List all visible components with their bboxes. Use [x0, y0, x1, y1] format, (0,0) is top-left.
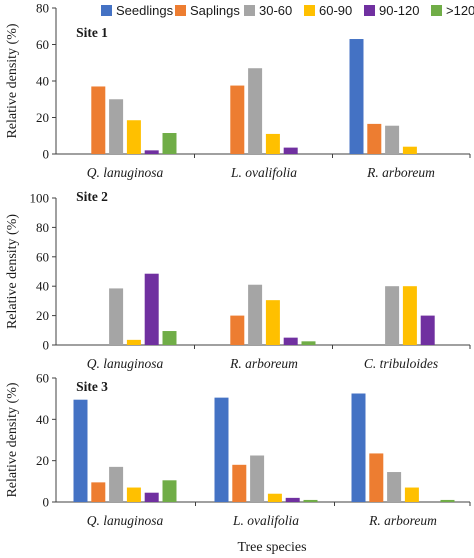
bar-seedlings — [214, 397, 229, 502]
bar-saplings — [369, 453, 384, 502]
legend-swatch — [244, 5, 255, 16]
y-tick-label: 40 — [36, 412, 49, 427]
y-tick-label: 0 — [43, 338, 50, 353]
bar-30-60 — [385, 125, 400, 154]
category-label: Q. lanuginosa — [87, 356, 164, 371]
y-tick-label: 80 — [36, 220, 49, 235]
bar-30-60 — [385, 286, 400, 345]
bar-saplings — [91, 86, 106, 154]
legend-label: 90-120 — [379, 3, 419, 18]
y-tick-label: 20 — [36, 453, 49, 468]
bar-saplings — [367, 123, 382, 154]
bar-90-120 — [283, 147, 298, 154]
bar-seedlings — [73, 399, 88, 502]
bar--120-cm — [301, 341, 316, 345]
category-label: R. arboreum — [229, 356, 298, 371]
x-axis-title: Tree species — [237, 540, 306, 555]
bar-90-120 — [283, 337, 298, 345]
category-label: L. ovalifolia — [230, 165, 297, 180]
bar-saplings — [230, 315, 245, 345]
bar-60-90 — [126, 339, 141, 345]
bar-60-90 — [404, 487, 419, 502]
category-label: R. arboreum — [366, 165, 435, 180]
bar-30-60 — [109, 288, 124, 345]
category-label: Q. lanuginosa — [87, 165, 164, 180]
bar-90-120 — [285, 497, 300, 502]
bar-60-90 — [267, 493, 282, 502]
bar-90-120 — [144, 492, 159, 502]
bar-60-90 — [126, 487, 141, 502]
bar--120-cm — [440, 499, 455, 502]
bar-90-120 — [144, 150, 159, 154]
site-label: Site 3 — [76, 379, 108, 394]
legend: Seedlings Saplings 30-60 60-90 90-120 >120 cm — [101, 3, 474, 18]
bar--120-cm — [162, 331, 177, 345]
bar--120-cm — [162, 480, 177, 502]
bar-seedlings — [351, 393, 366, 502]
y-tick-label: 20 — [36, 308, 49, 323]
bar-30-60 — [387, 472, 402, 502]
bar-saplings — [232, 464, 247, 502]
legend-swatch — [101, 5, 112, 16]
legend-label: 30-60 — [259, 3, 292, 18]
site-label: Site 1 — [76, 25, 108, 40]
y-tick-label: 40 — [36, 279, 49, 294]
y-tick-label: 80 — [36, 1, 49, 16]
legend-label: 60-90 — [319, 3, 352, 18]
bar-30-60 — [109, 466, 124, 502]
y-tick-label: 40 — [36, 74, 49, 89]
bar-90-120 — [144, 273, 159, 345]
panel-site-3: 0 20 40 60 Q. lanuginosa L. ovalifolia R. arbo… — [5, 371, 471, 528]
y-tick-label: 60 — [36, 249, 49, 264]
chart-panels: 0 20 40 60 80 Q. lanuginosa L. ovalifolia R. ar… — [5, 1, 471, 528]
bar-30-60 — [248, 68, 263, 154]
bar-60-90 — [126, 120, 141, 154]
y-tick-label: 60 — [36, 371, 49, 386]
legend-label: Saplings — [190, 3, 240, 18]
y-axis-title: Relative density (%) — [5, 382, 20, 497]
legend-label: >120 cm — [446, 3, 474, 18]
bar-30-60 — [248, 284, 263, 345]
bar-60-90 — [265, 300, 280, 345]
bar--120-cm — [162, 133, 177, 154]
y-axis-title: Relative density (%) — [5, 23, 20, 138]
y-tick-label: 0 — [43, 495, 50, 510]
bar-saplings — [91, 482, 106, 502]
site-label: Site 2 — [76, 189, 108, 204]
category-label: C. tribuloides — [364, 356, 438, 371]
bar-30-60 — [109, 99, 124, 154]
category-label: Q. lanuginosa — [87, 513, 164, 528]
bar-30-60 — [250, 455, 265, 502]
bar--120-cm — [303, 499, 318, 502]
y-tick-label: 20 — [36, 110, 49, 125]
legend-swatch — [431, 5, 442, 16]
legend-swatch — [175, 5, 186, 16]
legend-label: Seedlings — [116, 3, 174, 18]
panel-site-2: 0 20 40 60 80 100 Q. lanuginosa R. arboreum C. t… — [5, 189, 471, 371]
y-tick-label: 100 — [30, 191, 50, 206]
legend-swatch — [364, 5, 375, 16]
bar-60-90 — [265, 133, 280, 154]
category-label: L. ovalifolia — [232, 513, 299, 528]
bar-seedlings — [349, 39, 364, 154]
bar-60-90 — [402, 146, 417, 154]
y-tick-label: 0 — [43, 147, 50, 162]
category-label: R. arboreum — [368, 513, 437, 528]
bar-saplings — [230, 85, 245, 154]
y-axis-title: Relative density (%) — [5, 214, 20, 329]
y-tick-label: 60 — [36, 37, 49, 52]
bar-90-120 — [420, 315, 435, 345]
panel-site-1: 0 20 40 60 80 Q. lanuginosa L. ovalifolia R. ar… — [5, 1, 471, 180]
bar-60-90 — [402, 286, 417, 345]
legend-swatch — [304, 5, 315, 16]
